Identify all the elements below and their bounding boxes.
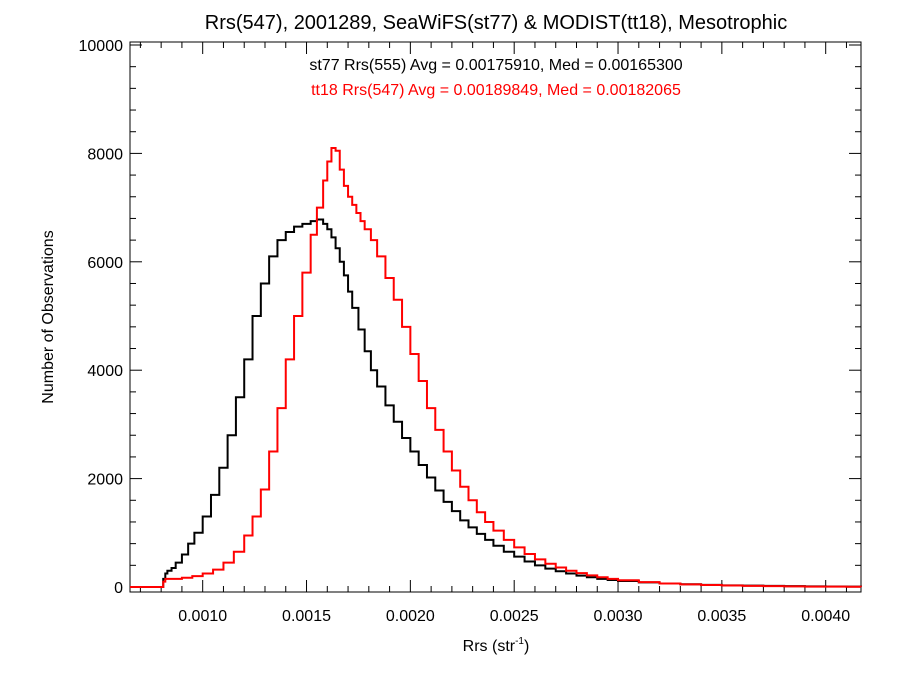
annotation-text: st77 Rrs(555) Avg = 0.00175910, Med = 0.… — [309, 57, 682, 74]
y-tick-label: 6000 — [87, 255, 123, 272]
series-group — [130, 146, 862, 588]
series-line-st77 — [130, 218, 862, 588]
y-tick-label: 4000 — [87, 363, 123, 380]
x-axis-label-close: ) — [524, 638, 529, 655]
x-tick-label: 0.0035 — [697, 608, 746, 625]
y-axis: 0 2000 4000 6000 8000 10000 — [79, 38, 861, 597]
x-tick-label: 0.0040 — [801, 608, 850, 625]
x-axis: 0.0010 0.0015 0.0020 0.0025 0.0030 0.0035 0.00… — [139, 42, 850, 625]
y-tick-label: 0 — [114, 580, 123, 597]
x-tick-label: 0.0020 — [386, 608, 435, 625]
y-tick-label: 2000 — [87, 472, 123, 489]
y-axis-label: Number of Observations — [40, 230, 57, 403]
x-axis-label-text: Rrs (str — [463, 638, 516, 655]
x-tick-label: 0.0010 — [178, 608, 227, 625]
x-tick-label: 0.0030 — [594, 608, 643, 625]
y-tick-label: 10000 — [79, 38, 124, 55]
plot-frame — [129, 41, 862, 593]
annotation-text: tt18 Rrs(547) Avg = 0.00189849, Med = 0.… — [311, 82, 681, 99]
y-tick-label: 8000 — [87, 146, 123, 163]
annotations: st77 Rrs(555) Avg = 0.00175910, Med = 0.… — [309, 57, 682, 99]
x-axis-label: Rrs (str-1) — [463, 636, 530, 655]
x-axis-label-superscript: -1 — [515, 636, 524, 647]
x-tick-label: 0.0025 — [490, 608, 539, 625]
chart-title: Rrs(547), 2001289, SeaWiFS(st77) & MODIS… — [205, 12, 787, 34]
x-tick-label: 0.0015 — [282, 608, 331, 625]
series-line-tt18 — [130, 146, 862, 588]
